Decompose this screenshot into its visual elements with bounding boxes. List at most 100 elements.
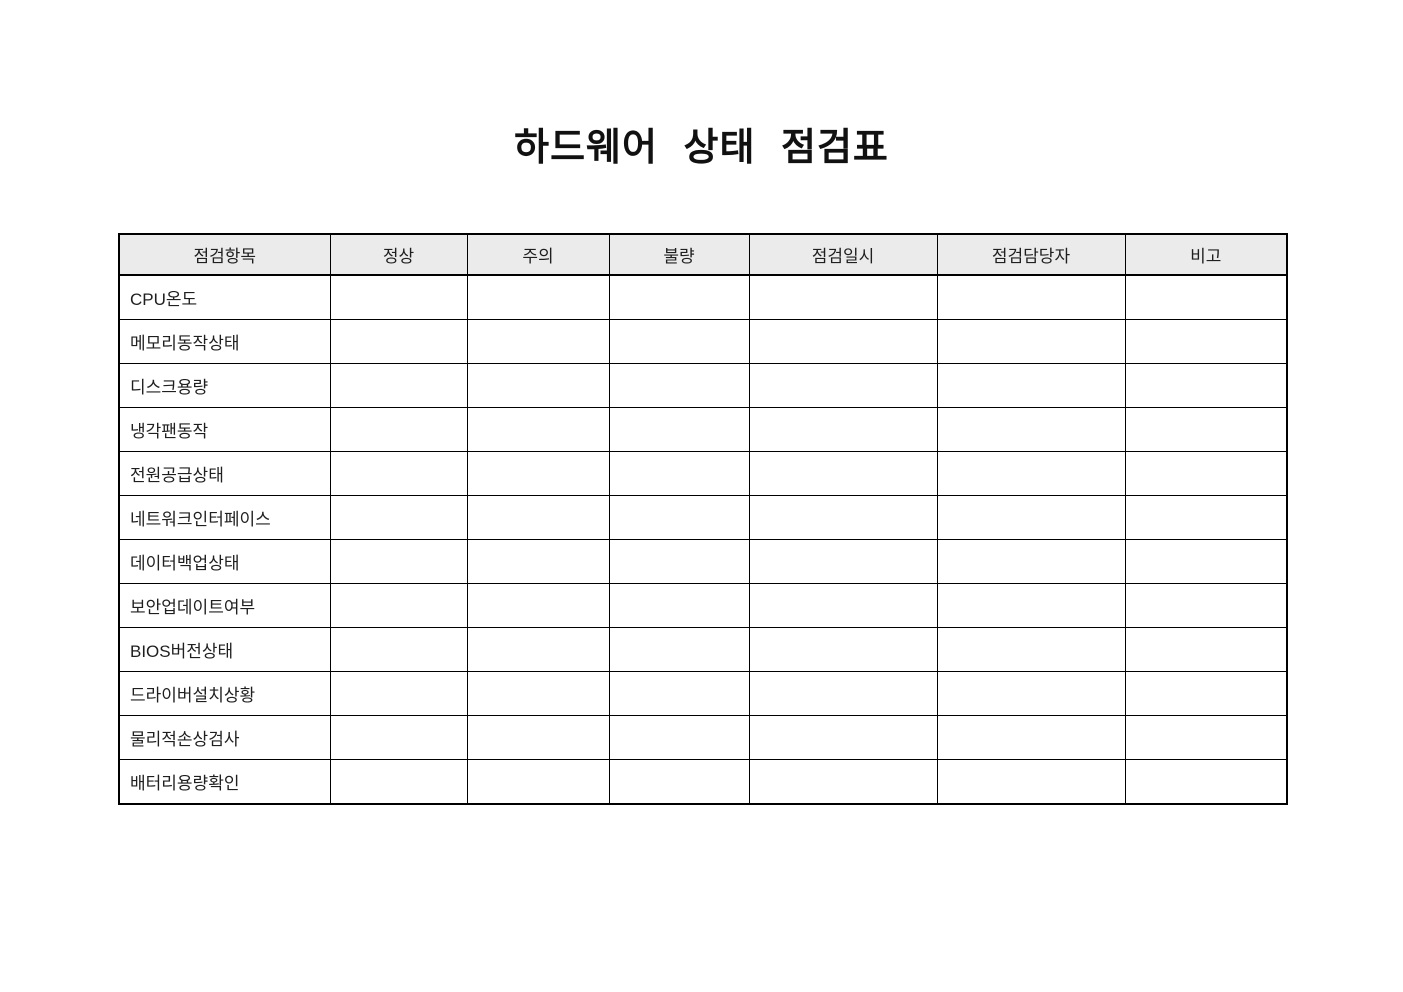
cell-inspector	[936, 671, 1126, 716]
cell-checked-at	[748, 627, 938, 672]
table-row: 물리적손상검사	[118, 715, 1288, 760]
cell-inspector	[936, 583, 1126, 628]
cell-caution	[466, 274, 610, 320]
page-title: 하드웨어 상태 점검표	[514, 127, 889, 170]
column-header-3: 주의	[466, 233, 610, 276]
cell-note	[1124, 495, 1288, 540]
checklist-item-label: 네트워크인터페이스	[118, 495, 331, 540]
cell-defect	[608, 627, 750, 672]
cell-caution	[466, 495, 610, 540]
cell-checked-at	[748, 274, 938, 320]
cell-inspector	[936, 539, 1126, 584]
checklist-item-label: 디스크용량	[118, 363, 331, 408]
cell-caution	[466, 407, 610, 452]
cell-defect	[608, 495, 750, 540]
cell-defect	[608, 759, 750, 805]
cell-defect	[608, 407, 750, 452]
cell-checked-at	[748, 407, 938, 452]
cell-inspector	[936, 495, 1126, 540]
table-row: 디스크용량	[118, 363, 1288, 408]
checklist-item-label: 냉각팬동작	[118, 407, 331, 452]
table-row: 전원공급상태	[118, 451, 1288, 496]
table-row: 냉각팬동작	[118, 407, 1288, 452]
cell-checked-at	[748, 495, 938, 540]
cell-caution	[466, 451, 610, 496]
cell-note	[1124, 671, 1288, 716]
cell-checked-at	[748, 451, 938, 496]
cell-checked-at	[748, 539, 938, 584]
cell-caution	[466, 539, 610, 584]
cell-checked-at	[748, 715, 938, 760]
table-row: 메모리동작상태	[118, 319, 1288, 364]
cell-caution	[466, 671, 610, 716]
cell-defect	[608, 671, 750, 716]
cell-defect	[608, 274, 750, 320]
cell-caution	[466, 627, 610, 672]
cell-defect	[608, 319, 750, 364]
cell-inspector	[936, 274, 1126, 320]
cell-normal	[329, 715, 468, 760]
cell-checked-at	[748, 671, 938, 716]
cell-checked-at	[748, 363, 938, 408]
cell-caution	[466, 759, 610, 805]
table-row: 보안업데이트여부	[118, 583, 1288, 628]
table-row: 네트워크인터페이스	[118, 495, 1288, 540]
cell-normal	[329, 583, 468, 628]
cell-inspector	[936, 363, 1126, 408]
cell-checked-at	[748, 583, 938, 628]
checklist-item-label: BIOS버전상태	[118, 627, 331, 672]
checklist-table: 점검항목 정상 주의 불량 점검일시 점검담당자 비고 CPU온도 메모리동작상태 디스크용량 냉…	[118, 233, 1288, 805]
table-row: CPU온도	[118, 274, 1288, 320]
cell-note	[1124, 451, 1288, 496]
checklist-item-label: 보안업데이트여부	[118, 583, 331, 628]
cell-caution	[466, 363, 610, 408]
cell-caution	[466, 583, 610, 628]
table-body: CPU온도 메모리동작상태 디스크용량 냉각팬동작 전원공급상태 네트워크인터페이스 데이터…	[118, 274, 1288, 805]
cell-note	[1124, 583, 1288, 628]
header-row: 점검항목 정상 주의 불량 점검일시 점검담당자 비고	[118, 233, 1288, 276]
table-row: BIOS버전상태	[118, 627, 1288, 672]
cell-normal	[329, 671, 468, 716]
cell-note	[1124, 539, 1288, 584]
cell-normal	[329, 319, 468, 364]
cell-caution	[466, 319, 610, 364]
cell-normal	[329, 363, 468, 408]
cell-normal	[329, 627, 468, 672]
checklist-item-label: CPU온도	[118, 274, 331, 320]
cell-defect	[608, 363, 750, 408]
checklist-item-label: 전원공급상태	[118, 451, 331, 496]
cell-checked-at	[748, 319, 938, 364]
checklist-item-label: 메모리동작상태	[118, 319, 331, 364]
column-header-5: 점검일시	[748, 233, 938, 276]
cell-caution	[466, 715, 610, 760]
checklist-item-label: 드라이버설치상황	[118, 671, 331, 716]
checklist-item-label: 데이터백업상태	[118, 539, 331, 584]
cell-inspector	[936, 627, 1126, 672]
cell-normal	[329, 759, 468, 805]
cell-normal	[329, 451, 468, 496]
table-row: 배터리용량확인	[118, 759, 1288, 805]
cell-normal	[329, 495, 468, 540]
cell-note	[1124, 759, 1288, 805]
cell-inspector	[936, 715, 1126, 760]
cell-normal	[329, 539, 468, 584]
cell-inspector	[936, 407, 1126, 452]
cell-note	[1124, 363, 1288, 408]
cell-normal	[329, 407, 468, 452]
table-row: 드라이버설치상황	[118, 671, 1288, 716]
cell-note	[1124, 407, 1288, 452]
cell-defect	[608, 539, 750, 584]
cell-note	[1124, 319, 1288, 364]
checklist-item-label: 배터리용량확인	[118, 759, 331, 805]
column-header-7: 비고	[1124, 233, 1288, 276]
column-header-4: 불량	[608, 233, 750, 276]
column-header-6: 점검담당자	[936, 233, 1126, 276]
column-header-1: 점검항목	[118, 233, 331, 276]
table-row: 데이터백업상태	[118, 539, 1288, 584]
cell-note	[1124, 627, 1288, 672]
cell-defect	[608, 715, 750, 760]
cell-inspector	[936, 319, 1126, 364]
checklist-item-label: 물리적손상검사	[118, 715, 331, 760]
cell-inspector	[936, 759, 1126, 805]
cell-defect	[608, 451, 750, 496]
